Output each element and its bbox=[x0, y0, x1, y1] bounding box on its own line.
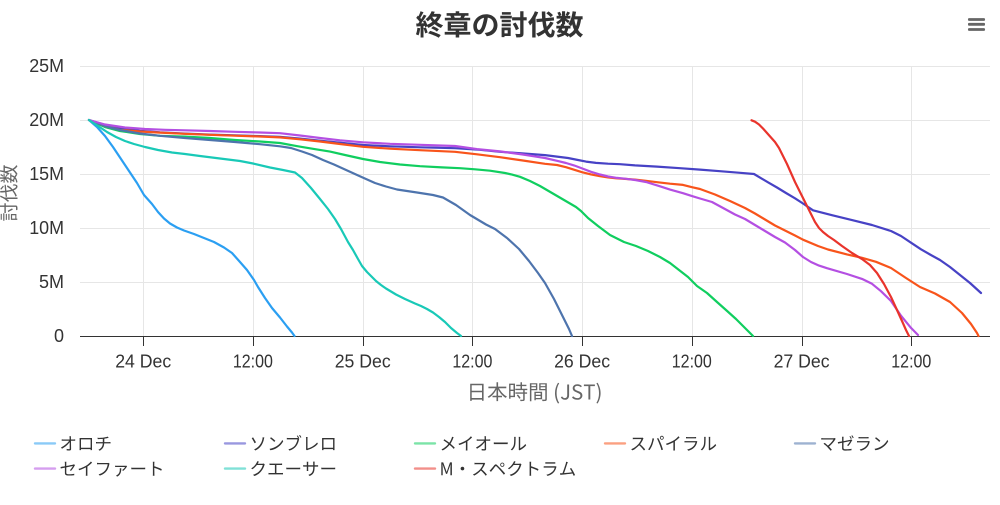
svg-text:12:00: 12:00 bbox=[891, 352, 931, 372]
svg-text:25M: 25M bbox=[29, 56, 64, 76]
svg-text:12:00: 12:00 bbox=[233, 352, 273, 372]
svg-text:10M: 10M bbox=[29, 218, 64, 238]
svg-text:12:00: 12:00 bbox=[672, 352, 712, 372]
svg-text:25 Dec: 25 Dec bbox=[335, 352, 391, 372]
svg-text:12:00: 12:00 bbox=[452, 352, 492, 372]
svg-text:0: 0 bbox=[54, 326, 64, 346]
svg-text:20M: 20M bbox=[29, 110, 64, 130]
svg-text:5M: 5M bbox=[39, 272, 64, 292]
svg-text:27 Dec: 27 Dec bbox=[774, 352, 830, 372]
svg-text:15M: 15M bbox=[29, 164, 64, 184]
svg-text:24 Dec: 24 Dec bbox=[115, 352, 171, 372]
svg-text:26 Dec: 26 Dec bbox=[554, 352, 610, 372]
